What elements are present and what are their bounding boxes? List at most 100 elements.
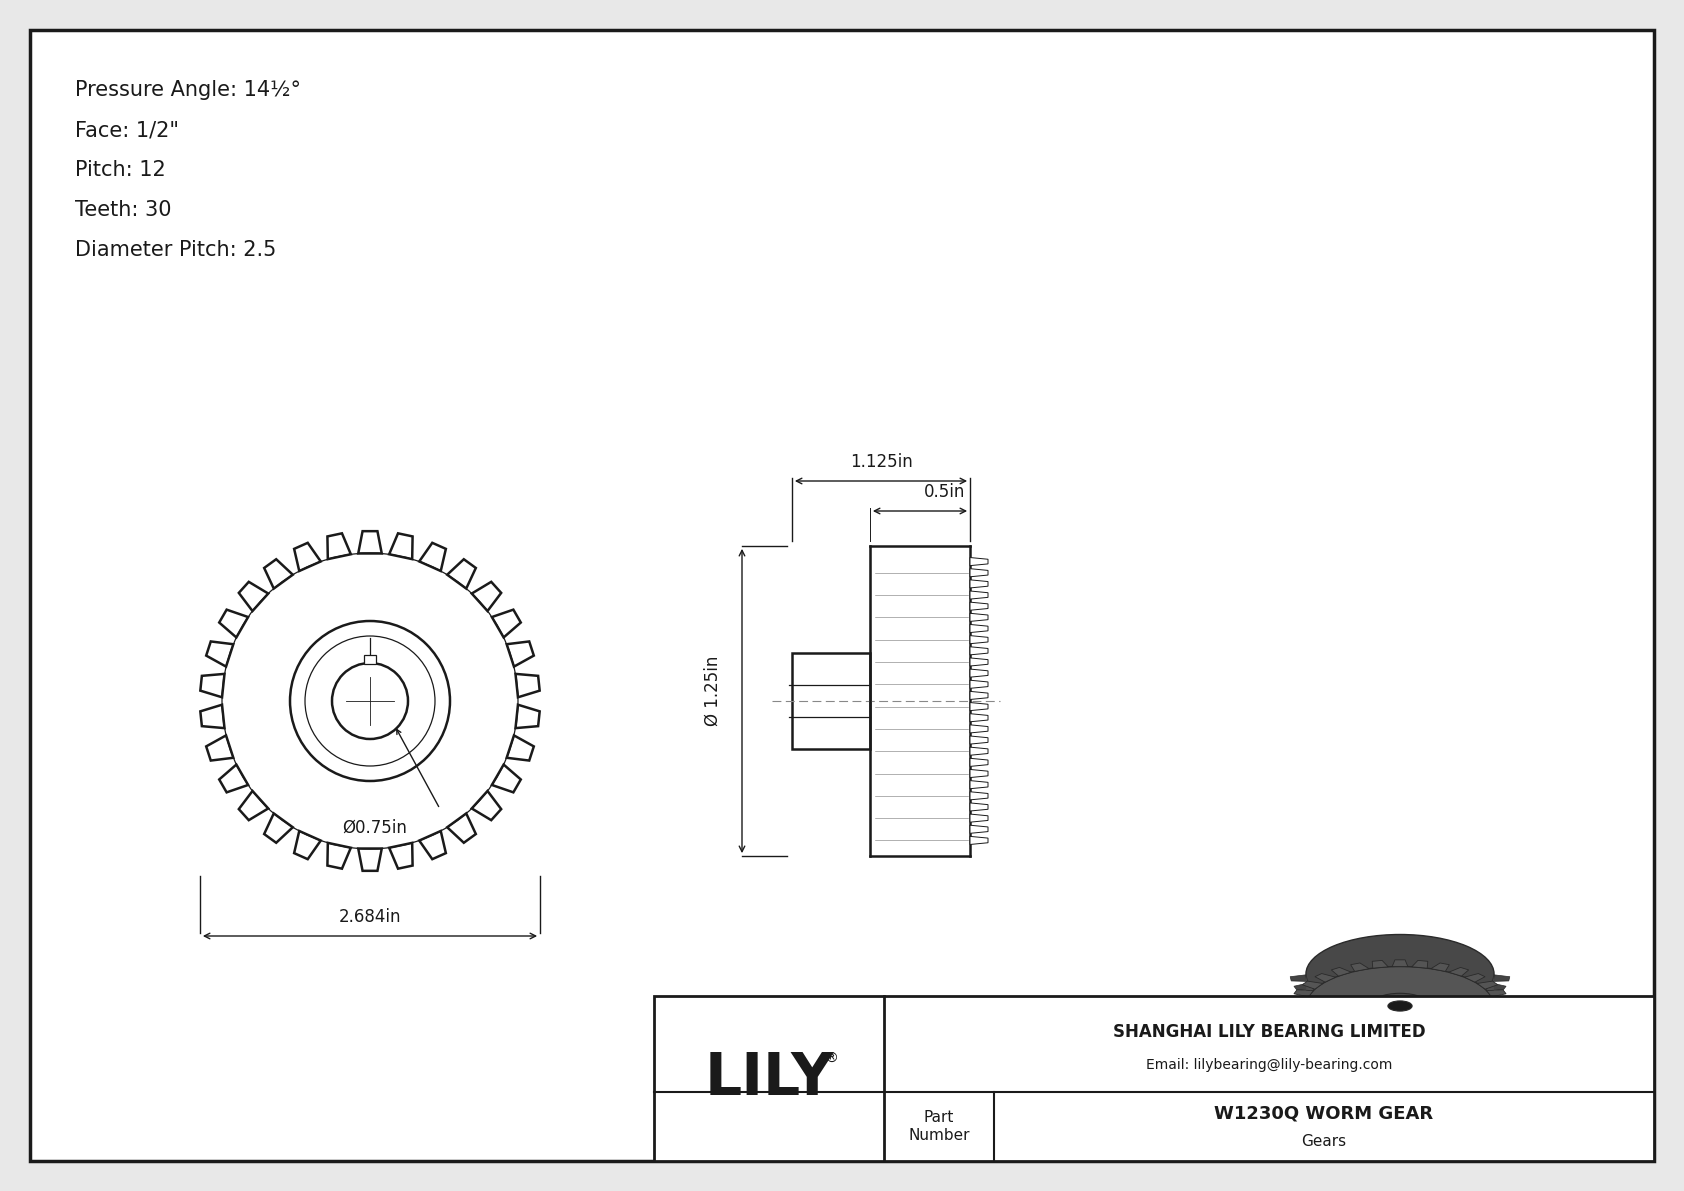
Polygon shape — [492, 610, 520, 637]
Polygon shape — [1351, 1008, 1354, 1041]
Text: 2.684in: 2.684in — [338, 908, 401, 925]
Polygon shape — [1372, 1012, 1378, 1045]
Text: Email: lilybearing@lily-bearing.com: Email: lilybearing@lily-bearing.com — [1145, 1058, 1393, 1072]
Circle shape — [195, 526, 546, 877]
Polygon shape — [239, 791, 268, 821]
Polygon shape — [1293, 990, 1314, 997]
Polygon shape — [970, 636, 989, 643]
Polygon shape — [970, 624, 989, 632]
Polygon shape — [1290, 1006, 1307, 1014]
Polygon shape — [507, 642, 534, 667]
Polygon shape — [970, 747, 989, 755]
Polygon shape — [1315, 973, 1335, 983]
Polygon shape — [970, 836, 989, 844]
Polygon shape — [1485, 989, 1487, 1022]
Polygon shape — [1477, 981, 1497, 990]
Polygon shape — [1431, 1041, 1450, 1049]
Polygon shape — [295, 543, 320, 570]
Polygon shape — [1388, 1014, 1393, 1046]
Polygon shape — [239, 582, 268, 611]
Polygon shape — [1393, 1014, 1408, 1021]
Text: Part
Number: Part Number — [908, 1110, 970, 1142]
Polygon shape — [970, 736, 989, 744]
Polygon shape — [515, 674, 539, 697]
Polygon shape — [419, 831, 446, 859]
Polygon shape — [1317, 992, 1319, 1027]
Polygon shape — [219, 765, 248, 792]
Polygon shape — [1492, 1006, 1511, 1014]
Polygon shape — [1364, 1010, 1367, 1043]
Polygon shape — [389, 843, 413, 868]
Polygon shape — [1448, 967, 1468, 977]
Polygon shape — [264, 813, 293, 843]
Polygon shape — [1302, 1023, 1322, 1031]
Polygon shape — [1448, 1004, 1468, 1012]
Polygon shape — [1346, 1006, 1351, 1040]
Polygon shape — [1423, 1012, 1426, 1045]
Text: Ø0.75in: Ø0.75in — [342, 819, 408, 837]
Polygon shape — [448, 813, 477, 843]
Polygon shape — [1480, 992, 1484, 1027]
Polygon shape — [205, 642, 234, 667]
Polygon shape — [1372, 1043, 1388, 1052]
Polygon shape — [1302, 981, 1322, 990]
Polygon shape — [1445, 1008, 1450, 1041]
Polygon shape — [970, 725, 989, 732]
Polygon shape — [1487, 990, 1505, 997]
Polygon shape — [200, 674, 224, 697]
Polygon shape — [970, 825, 989, 834]
Polygon shape — [1477, 1023, 1497, 1031]
Polygon shape — [1315, 998, 1335, 1006]
Polygon shape — [970, 769, 989, 778]
Polygon shape — [1312, 989, 1314, 1022]
Ellipse shape — [1307, 935, 1494, 1014]
Polygon shape — [970, 792, 989, 800]
Ellipse shape — [1369, 993, 1430, 1018]
Polygon shape — [200, 705, 224, 728]
Text: LILY: LILY — [704, 1050, 834, 1106]
Polygon shape — [1332, 1036, 1351, 1045]
Polygon shape — [970, 815, 989, 822]
Polygon shape — [359, 531, 382, 554]
Polygon shape — [1479, 994, 1480, 1028]
Text: Diameter Pitch: 2.5: Diameter Pitch: 2.5 — [76, 241, 276, 260]
Polygon shape — [970, 780, 989, 788]
Polygon shape — [1290, 998, 1307, 1005]
Polygon shape — [1411, 960, 1428, 968]
Ellipse shape — [1307, 967, 1494, 1046]
Bar — [364, 655, 376, 665]
Polygon shape — [1442, 1009, 1445, 1041]
Polygon shape — [1314, 991, 1317, 1024]
Polygon shape — [1418, 1012, 1423, 1045]
Polygon shape — [1372, 1012, 1388, 1019]
Text: W1230Q WORM GEAR: W1230Q WORM GEAR — [1214, 1105, 1433, 1123]
Polygon shape — [1372, 960, 1388, 968]
Polygon shape — [1403, 1014, 1408, 1046]
Polygon shape — [1436, 1010, 1442, 1042]
Polygon shape — [1450, 1006, 1453, 1040]
Polygon shape — [1462, 1003, 1465, 1036]
Polygon shape — [1426, 1011, 1431, 1043]
Polygon shape — [295, 831, 320, 859]
Text: ®: ® — [823, 1052, 839, 1066]
Polygon shape — [970, 803, 989, 811]
Polygon shape — [1327, 999, 1330, 1033]
Polygon shape — [1492, 974, 1511, 981]
Polygon shape — [1393, 1014, 1398, 1046]
Polygon shape — [389, 534, 413, 559]
Polygon shape — [1411, 1012, 1428, 1019]
Polygon shape — [1487, 983, 1505, 990]
Text: Gears: Gears — [1302, 1134, 1347, 1149]
Polygon shape — [515, 705, 539, 728]
Polygon shape — [472, 582, 502, 611]
Polygon shape — [970, 657, 989, 666]
Polygon shape — [1293, 1015, 1314, 1022]
Bar — [786, 541, 1036, 861]
Polygon shape — [1475, 996, 1479, 1029]
Polygon shape — [1332, 1004, 1351, 1012]
Polygon shape — [970, 591, 989, 599]
Polygon shape — [970, 580, 989, 588]
Polygon shape — [1322, 996, 1325, 1029]
Polygon shape — [970, 713, 989, 722]
Polygon shape — [1465, 1030, 1485, 1039]
